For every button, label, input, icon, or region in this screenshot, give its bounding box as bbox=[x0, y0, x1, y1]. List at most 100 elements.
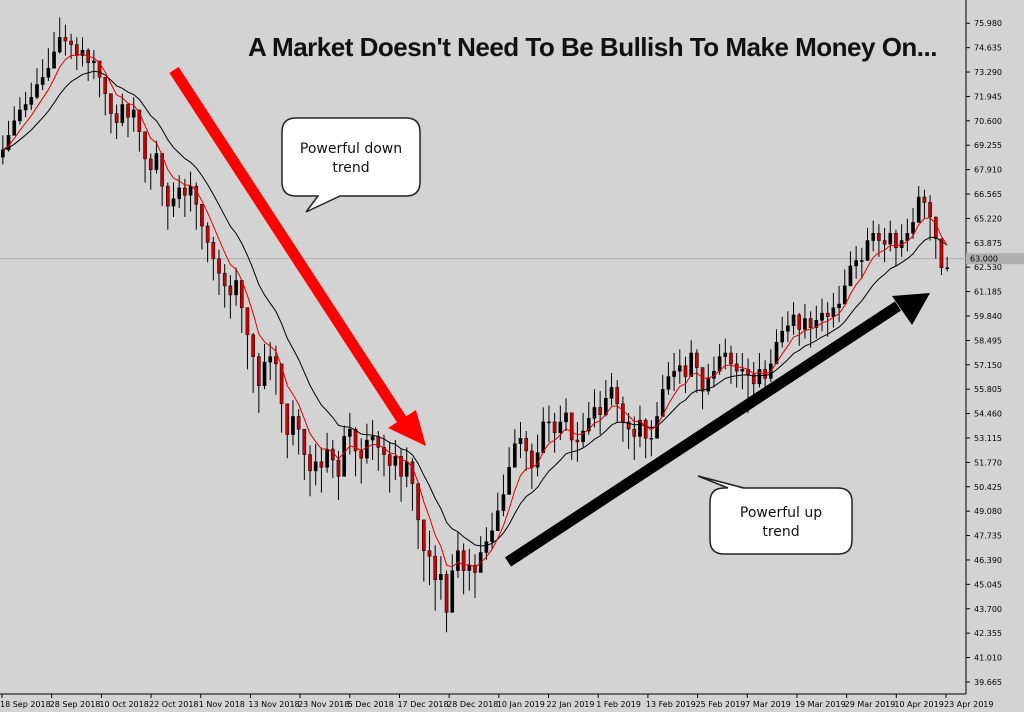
candle bbox=[672, 353, 676, 392]
candle-body bbox=[888, 233, 893, 245]
candle-body bbox=[211, 242, 216, 259]
candle-body bbox=[439, 574, 443, 580]
y-tick-label: 42.355 bbox=[974, 629, 1002, 638]
candle bbox=[262, 343, 267, 390]
candle bbox=[609, 372, 614, 406]
candle-body bbox=[666, 376, 671, 390]
candle bbox=[370, 420, 375, 461]
candle-body bbox=[353, 428, 358, 452]
candle bbox=[166, 182, 170, 230]
x-tick-label: 1 Feb 2019 bbox=[596, 700, 641, 709]
candle-body bbox=[52, 51, 56, 69]
candle-body bbox=[416, 483, 420, 521]
candle-body bbox=[774, 341, 779, 365]
candle bbox=[296, 409, 301, 455]
x-tick-label: 13 Nov 2018 bbox=[248, 700, 299, 709]
candle bbox=[507, 447, 511, 495]
candle bbox=[734, 353, 739, 388]
candle-body bbox=[274, 356, 278, 365]
candle bbox=[171, 182, 176, 217]
y-tick-label: 54.460 bbox=[974, 410, 1002, 419]
candle bbox=[387, 441, 392, 493]
candle-body bbox=[490, 530, 494, 542]
candle bbox=[780, 316, 785, 348]
candle-body bbox=[609, 387, 614, 399]
y-tick-label: 47.735 bbox=[974, 532, 1002, 541]
candle-body bbox=[120, 104, 125, 123]
y-tick-label: 61.185 bbox=[974, 288, 1002, 297]
candle bbox=[433, 545, 437, 611]
candle bbox=[29, 82, 34, 110]
y-tick-label: 66.565 bbox=[974, 190, 1002, 199]
candle-body bbox=[854, 260, 858, 267]
candle-body bbox=[916, 196, 921, 223]
candle bbox=[814, 305, 819, 339]
candle-body bbox=[12, 120, 17, 136]
candle-body bbox=[421, 519, 426, 551]
candle-body bbox=[530, 450, 534, 468]
candle-body bbox=[592, 407, 597, 419]
y-tick-label: 71.945 bbox=[974, 92, 1002, 101]
candle bbox=[46, 48, 51, 81]
candle bbox=[382, 434, 386, 477]
candle-body bbox=[342, 436, 346, 477]
candle bbox=[251, 333, 255, 393]
candle-body bbox=[313, 461, 318, 472]
candle bbox=[12, 106, 17, 136]
candle bbox=[279, 363, 284, 433]
x-tick-label: 28 Sep 2018 bbox=[50, 700, 101, 709]
candle bbox=[222, 264, 227, 308]
candle bbox=[120, 93, 125, 127]
candle bbox=[342, 425, 346, 477]
candle-body bbox=[569, 412, 574, 441]
current-price-box bbox=[966, 253, 1024, 265]
down-trend-arrow bbox=[169, 66, 426, 446]
candle bbox=[922, 189, 927, 219]
y-tick-label: 43.700 bbox=[974, 605, 1002, 614]
candle bbox=[740, 353, 745, 390]
candle bbox=[228, 275, 233, 319]
candle bbox=[40, 59, 45, 90]
current-price-marker: 63.000 bbox=[966, 253, 1024, 265]
candle bbox=[285, 403, 290, 459]
candle-body bbox=[905, 233, 910, 241]
candle-body bbox=[786, 325, 790, 332]
candle bbox=[444, 570, 449, 633]
candle-body bbox=[501, 494, 506, 512]
candle bbox=[882, 227, 887, 263]
candle-body bbox=[751, 374, 756, 385]
candle bbox=[245, 307, 250, 370]
candle bbox=[404, 447, 409, 488]
x-tick-label: 19 Mar 2019 bbox=[795, 700, 846, 709]
candle-body bbox=[194, 185, 199, 205]
candle-body bbox=[757, 369, 762, 385]
candle bbox=[632, 416, 637, 461]
y-tick-label: 73.290 bbox=[974, 68, 1002, 77]
candle-body bbox=[302, 428, 307, 455]
candle bbox=[23, 91, 28, 118]
candle bbox=[461, 543, 466, 595]
candle-body bbox=[148, 158, 153, 171]
candle-body bbox=[660, 389, 665, 417]
candle-body bbox=[552, 421, 557, 434]
candle-body bbox=[370, 436, 375, 441]
candle bbox=[581, 412, 585, 448]
candle-body bbox=[598, 407, 602, 415]
candle-body bbox=[257, 356, 261, 386]
candle-body bbox=[615, 387, 620, 405]
candle-body bbox=[575, 439, 580, 443]
candle bbox=[564, 398, 568, 431]
candle bbox=[683, 356, 688, 393]
candle-body bbox=[205, 225, 210, 243]
candle-body bbox=[649, 438, 654, 440]
candle bbox=[35, 68, 39, 100]
candle-body bbox=[74, 44, 79, 56]
candle bbox=[18, 97, 22, 125]
callout-up-line-1: Powerful up bbox=[740, 505, 822, 521]
candle-body bbox=[450, 570, 455, 613]
candle-body bbox=[143, 131, 147, 160]
candle-body bbox=[234, 280, 238, 296]
candle bbox=[666, 362, 671, 395]
candle bbox=[945, 256, 949, 272]
